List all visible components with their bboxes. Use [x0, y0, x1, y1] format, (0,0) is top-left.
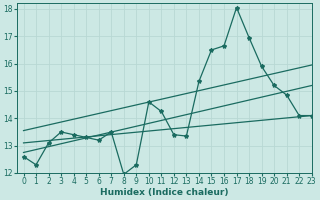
X-axis label: Humidex (Indice chaleur): Humidex (Indice chaleur)	[100, 188, 229, 197]
